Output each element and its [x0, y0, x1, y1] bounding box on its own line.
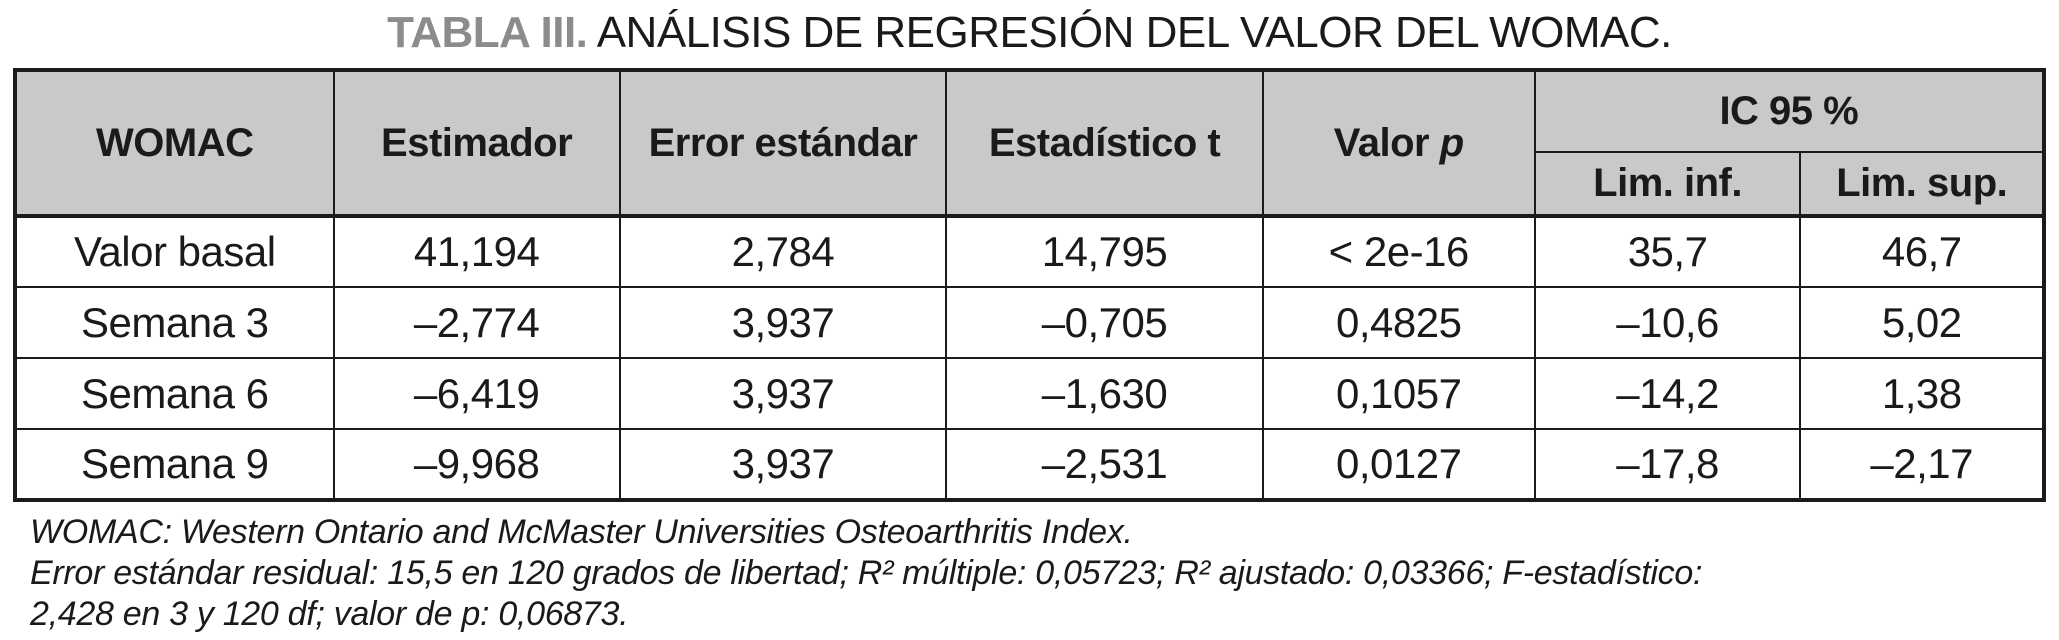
header-cell-lim-sup: Lim. sup.: [1799, 151, 2045, 217]
table-row-valor-basal: Valor basal 41,194 2,784 14,795 < 2e-16 …: [14, 214, 2045, 288]
footnote-statistics-1: Error estándar residual: 15,5 en 120 gra…: [30, 554, 1703, 592]
cell-error-estandar: 3,937: [618, 286, 948, 359]
header-cell-valor-p: Valor p: [1261, 69, 1536, 217]
cell-estimador: –6,419: [332, 357, 621, 430]
header-cell-error-estandar: Error estándar: [618, 69, 948, 217]
cell-valor-p: < 2e-16: [1261, 214, 1536, 288]
table-row-semana-9: Semana 9 –9,968 3,937 –2,531 0,0127 –17,…: [14, 428, 2045, 501]
table-title-label: TABLA III.: [387, 8, 588, 57]
row-label: Semana 6: [14, 357, 335, 430]
cell-lim-inf: –14,2: [1533, 357, 1802, 430]
cell-estimador: –9,968: [332, 428, 621, 501]
row-label: Semana 3: [14, 286, 335, 359]
cell-error-estandar: 2,784: [618, 214, 948, 288]
table-body: Valor basal 41,194 2,784 14,795 < 2e-16 …: [14, 214, 2045, 501]
header-cell-womac: WOMAC: [14, 69, 335, 217]
cell-estadistico-t: –2,531: [945, 428, 1264, 501]
table-row-semana-6: Semana 6 –6,419 3,937 –1,630 0,1057 –14,…: [14, 357, 2045, 430]
table-footnotes: WOMAC: Western Ontario and McMaster Univ…: [30, 512, 2059, 635]
cell-lim-inf: 35,7: [1533, 214, 1802, 288]
cell-valor-p: 0,1057: [1261, 357, 1536, 430]
row-label: Valor basal: [14, 214, 335, 288]
cell-estadistico-t: 14,795: [945, 214, 1264, 288]
valor-p-symbol: p: [1439, 120, 1464, 165]
table-header: WOMAC Estimador Error estándar Estadísti…: [14, 69, 2046, 217]
header-cell-ic95: IC 95 %: [1533, 69, 2046, 153]
cell-error-estandar: 3,937: [618, 357, 948, 430]
cell-estadistico-t: –1,630: [945, 357, 1264, 430]
cell-lim-sup: 1,38: [1799, 357, 2045, 430]
header-cell-lim-inf: Lim. inf.: [1533, 151, 1802, 217]
cell-estimador: –2,774: [332, 286, 621, 359]
table-row-semana-3: Semana 3 –2,774 3,937 –0,705 0,4825 –10,…: [14, 286, 2045, 359]
header-cell-estadistico-t: Estadístico t: [945, 69, 1264, 217]
regression-table: WOMAC Estimador Error estándar Estadísti…: [13, 68, 2046, 502]
cell-lim-sup: –2,17: [1799, 428, 2045, 501]
table-title-text: ANÁLISIS DE REGRESIÓN DEL VALOR DEL WOMA…: [596, 8, 1673, 57]
cell-lim-inf: –10,6: [1533, 286, 1802, 359]
cell-lim-sup: 5,02: [1799, 286, 2045, 359]
cell-lim-sup: 46,7: [1799, 214, 2045, 288]
valor-p-label: Valor: [1333, 120, 1430, 165]
cell-valor-p: 0,4825: [1261, 286, 1536, 359]
footnote-abbreviation: WOMAC: Western Ontario and McMaster Univ…: [30, 513, 1133, 551]
cell-error-estandar: 3,937: [618, 428, 948, 501]
row-label: Semana 9: [14, 428, 335, 501]
cell-lim-inf: –17,8: [1533, 428, 1802, 501]
cell-estadistico-t: –0,705: [945, 286, 1264, 359]
cell-valor-p: 0,0127: [1261, 428, 1536, 501]
cell-estimador: 41,194: [332, 214, 621, 288]
footnote-statistics-2: 2,428 en 3 y 120 df; valor de p: 0,06873…: [30, 595, 629, 633]
table-title: TABLA III. ANÁLISIS DE REGRESIÓN DEL VAL…: [0, 0, 2059, 58]
header-cell-estimador: Estimador: [332, 69, 621, 217]
